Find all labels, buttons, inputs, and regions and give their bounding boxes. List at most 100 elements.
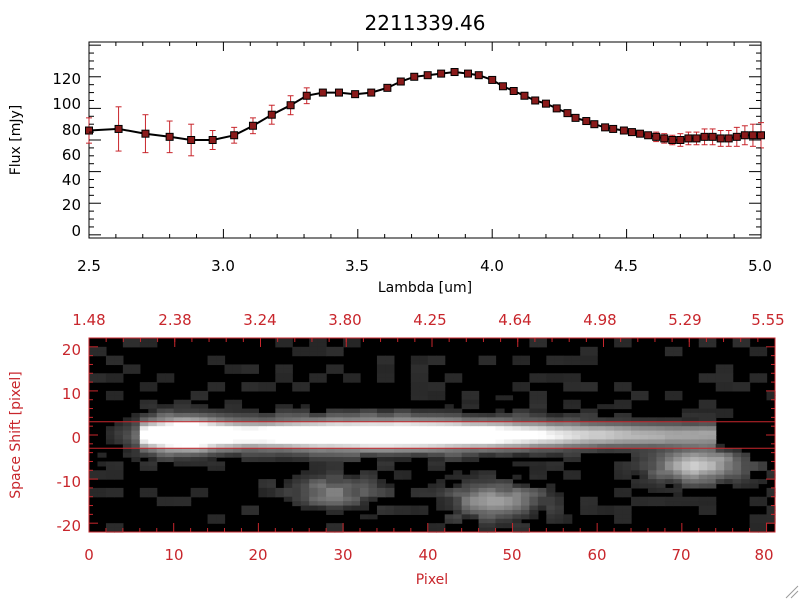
heatmap-cell: [580, 430, 590, 436]
data-point: [590, 120, 599, 129]
heatmap-cell: [614, 435, 624, 441]
heatmap-cell: [656, 465, 666, 471]
heatmap-cell: [732, 448, 742, 454]
heatmap-cell: [105, 461, 116, 467]
heatmap-cell: [647, 417, 658, 423]
heatmap-cell: [631, 417, 641, 423]
heatmap-cell: [487, 509, 497, 515]
heatmap-cell: [470, 430, 480, 436]
heatmap-cell: [368, 452, 378, 458]
heatmap-cell: [495, 430, 505, 436]
heatmap-cell: [512, 417, 522, 423]
heatmap-cell: [698, 465, 708, 471]
heatmap-cell: [224, 412, 234, 418]
heatmap-cell: [241, 412, 251, 418]
heatmap-cell: [190, 439, 200, 445]
heatmap-cell: [673, 474, 683, 480]
heatmap-cell: [741, 457, 751, 463]
heatmap-cell: [326, 483, 336, 489]
heatmap-cell: [419, 417, 429, 423]
heatmap-cell: [681, 470, 691, 476]
heatmap-cell: [114, 395, 124, 401]
wavelength-tick: 3.24: [243, 311, 276, 329]
heatmap-cell: [275, 426, 285, 432]
heatmap-cell: [707, 399, 717, 405]
heatmap-cell: [309, 346, 319, 352]
heatmap-cell: [360, 479, 370, 485]
heatmap-cell: [309, 412, 319, 418]
heatmap-cell: [512, 386, 522, 392]
heatmap-cell: [503, 514, 514, 520]
heatmap-cell: [156, 430, 166, 436]
heatmap-cell: [393, 474, 403, 480]
heatmap-cell: [427, 395, 437, 401]
heatmap-cell: [656, 501, 666, 507]
heatmap-cell: [292, 430, 302, 436]
heatmap-cell: [529, 408, 539, 414]
heatmap-cell: [605, 417, 615, 423]
heatmap-cell: [283, 452, 293, 458]
y-tick-label: 100: [52, 95, 81, 113]
heatmap-cell: [749, 377, 759, 383]
heatmap-cell: [554, 439, 564, 445]
heatmap-cell: [300, 448, 310, 454]
heatmap-cell: [258, 435, 268, 441]
shift-tick: 10: [62, 385, 81, 403]
data-point: [757, 131, 765, 140]
heatmap-cell: [317, 439, 327, 445]
heatmap-cell: [588, 417, 598, 423]
heatmap-cell: [563, 474, 573, 480]
heatmap-cell: [546, 417, 556, 423]
resize-grip-icon[interactable]: [785, 585, 799, 599]
heatmap-cell: [470, 448, 480, 454]
heatmap-cell: [698, 426, 708, 432]
heatmap-cell: [275, 342, 285, 348]
heatmap-cell: [207, 465, 217, 471]
heatmap-cell: [453, 514, 463, 520]
heatmap-cell: [283, 448, 293, 454]
heatmap-cell: [580, 351, 590, 357]
heatmap-cell: [707, 501, 717, 507]
heatmap-cell: [478, 474, 488, 480]
heatmap-cell: [444, 518, 454, 524]
heatmap-cell: [436, 382, 446, 388]
heatmap-cell: [249, 408, 259, 414]
heatmap-cell: [614, 474, 624, 480]
heatmap-cell: [368, 487, 378, 493]
heatmap-cell: [461, 399, 471, 405]
heatmap-cell: [148, 399, 158, 405]
heatmap-cell: [512, 408, 522, 414]
heatmap-cell: [461, 514, 471, 520]
heatmap-cell: [283, 368, 293, 374]
heatmap-cell: [529, 461, 539, 467]
heatmap-cell: [249, 509, 259, 515]
heatmap-cell: [427, 421, 437, 427]
heatmap-cell: [715, 364, 725, 370]
heatmap-cell: [122, 368, 132, 374]
heatmap-cell: [470, 457, 480, 463]
heatmap-cell: [647, 461, 658, 467]
heatmap-cell: [292, 452, 302, 458]
heatmap-cell: [614, 338, 624, 344]
heatmap-cell: [148, 457, 158, 463]
heatmap-cell: [360, 474, 370, 480]
heatmap-cell: [190, 412, 200, 418]
heatmap-cell: [368, 474, 378, 480]
heatmap-cell: [563, 430, 573, 436]
heatmap-cell: [461, 421, 471, 427]
heatmap-cell: [436, 479, 446, 485]
heatmap-cell: [698, 509, 708, 515]
heatmap-cell: [639, 395, 649, 401]
heatmap-cell: [258, 448, 268, 454]
heatmap-cell: [444, 373, 454, 379]
heatmap-cell: [182, 399, 192, 405]
heatmap-cell: [690, 443, 700, 449]
heatmap-cell: [385, 439, 395, 445]
heatmap-cell: [419, 355, 429, 361]
heatmap-cell: [410, 382, 420, 388]
heatmap-cell: [199, 435, 209, 441]
heatmap-cell: [402, 448, 412, 454]
heatmap-cell: [131, 452, 141, 458]
heatmap-cell: [580, 386, 590, 392]
heatmap-cell: [546, 443, 556, 449]
